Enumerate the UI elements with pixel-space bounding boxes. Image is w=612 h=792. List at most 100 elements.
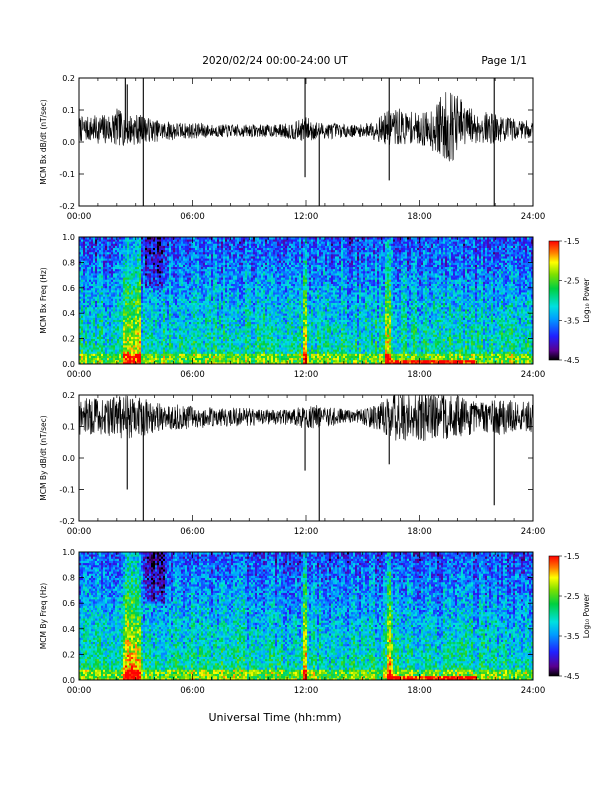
heatmap-cell xyxy=(97,302,100,306)
heatmap-cell xyxy=(85,260,88,263)
heatmap-cell xyxy=(149,260,152,263)
heatmap-cell xyxy=(139,313,142,316)
heatmap-cell xyxy=(115,277,118,280)
heatmap-cell xyxy=(87,251,90,255)
heatmap-cell xyxy=(163,256,166,259)
heatmap-cell xyxy=(85,281,88,284)
heatmap-cell xyxy=(87,319,90,323)
heatmap-cell xyxy=(121,262,124,265)
heatmap-cell xyxy=(135,279,138,282)
heatmap-cell xyxy=(119,298,122,301)
heatmap-cell xyxy=(169,359,172,363)
heatmap-cell xyxy=(115,359,118,363)
heatmap-cell xyxy=(145,268,148,272)
heatmap-cell xyxy=(155,340,158,344)
heatmap-cell xyxy=(155,332,158,335)
heatmap-cell xyxy=(81,311,84,314)
heatmap-cell xyxy=(99,239,102,242)
heatmap-cell xyxy=(165,239,168,242)
heatmap-cell xyxy=(123,260,126,263)
heatmap-cell xyxy=(135,344,138,348)
heatmap-cell xyxy=(109,256,112,259)
heatmap-cell xyxy=(149,294,152,297)
heatmap-cell xyxy=(109,344,112,348)
heatmap-cell xyxy=(151,334,154,337)
heatmap-cell xyxy=(89,247,92,251)
heatmap-cell xyxy=(107,243,110,246)
heatmap-cell xyxy=(107,313,110,316)
heatmap-cell xyxy=(97,294,100,297)
heatmap-cell xyxy=(103,264,106,268)
heatmap-cell xyxy=(163,241,166,244)
heatmap-cell xyxy=(161,239,164,242)
heatmap-cell xyxy=(97,245,100,248)
heatmap-cell xyxy=(139,334,142,337)
heatmap-cell xyxy=(153,277,156,280)
heatmap-cell xyxy=(119,302,122,306)
heatmap-cell xyxy=(151,285,154,289)
heatmap-cell xyxy=(113,315,116,318)
heatmap-cell xyxy=(133,304,136,308)
heatmap-cell xyxy=(91,253,94,257)
heatmap-cell xyxy=(83,258,86,261)
heatmap-cell xyxy=(81,355,84,359)
heatmap-cell xyxy=(115,262,118,265)
heatmap-cell xyxy=(141,351,144,354)
heatmap-cell xyxy=(117,328,120,331)
heatmap-cell xyxy=(109,347,112,350)
heatmap-cell xyxy=(175,279,178,282)
heatmap-cell xyxy=(115,328,118,331)
heatmap-cell xyxy=(119,249,122,253)
heatmap-cell xyxy=(127,281,130,284)
heatmap-cell xyxy=(147,330,150,333)
heatmap-cell xyxy=(83,344,86,348)
heatmap-cell xyxy=(87,338,90,342)
heatmap-cell xyxy=(103,251,106,255)
heatmap-cell xyxy=(127,349,130,352)
heatmap-cell xyxy=(133,258,136,261)
heatmap-cell xyxy=(179,349,182,352)
heatmap-cell xyxy=(137,302,140,306)
heatmap-cell xyxy=(109,311,112,314)
heatmap-cell xyxy=(105,243,108,246)
heatmap-cell xyxy=(169,262,172,265)
heatmap-cell xyxy=(151,262,154,265)
heatmap-cell xyxy=(127,313,130,316)
heatmap-cell xyxy=(167,311,170,314)
heatmap-cell xyxy=(107,294,110,297)
heatmap-cell xyxy=(95,237,98,240)
heatmap-cell xyxy=(153,300,156,304)
heatmap-cell xyxy=(135,249,138,253)
heatmap-cell xyxy=(135,281,138,284)
heatmap-cell xyxy=(163,359,166,363)
heatmap-cell xyxy=(127,275,130,278)
heatmap-cell xyxy=(147,272,150,276)
heatmap-cell xyxy=(117,275,120,278)
heatmap-cell xyxy=(143,298,146,301)
heatmap-cell xyxy=(117,268,120,272)
heatmap-cell xyxy=(83,332,86,335)
heatmap-cell xyxy=(171,355,174,359)
heatmap-cell xyxy=(141,281,144,284)
heatmap-cell xyxy=(127,279,130,282)
heatmap-cell xyxy=(121,330,124,333)
heatmap-cell xyxy=(123,338,126,342)
heatmap-cell xyxy=(125,249,128,253)
heatmap-cell xyxy=(85,253,88,257)
heatmap-cell xyxy=(161,260,164,263)
heatmap-cell xyxy=(179,332,182,335)
heatmap-cell xyxy=(111,340,114,344)
heatmap-cell xyxy=(153,285,156,289)
heatmap-cell xyxy=(109,351,112,354)
heatmap-cell xyxy=(177,283,180,287)
heatmap-cell xyxy=(161,296,164,299)
heatmap-cell xyxy=(171,302,174,306)
heatmap-cell xyxy=(123,321,126,325)
heatmap-cell xyxy=(165,298,168,301)
heatmap-cell xyxy=(173,281,176,284)
heatmap-cell xyxy=(167,342,170,346)
heatmap-cell xyxy=(139,258,142,261)
heatmap-cell xyxy=(85,275,88,278)
heatmap-cell xyxy=(109,268,112,272)
heatmap-cell xyxy=(165,272,168,276)
